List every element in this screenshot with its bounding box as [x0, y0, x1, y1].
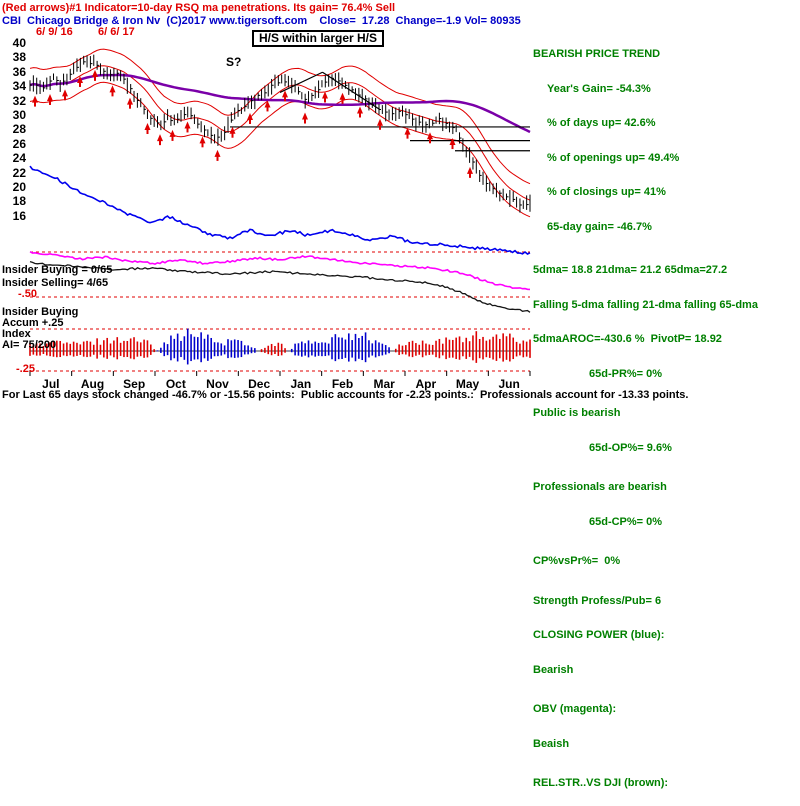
panel-dma-values: 5dma= 18.8 21dma= 21.2 65dma=27.2 [533, 264, 728, 276]
y-axis-label: 32 [12, 93, 26, 108]
y-axis-label: 24 [12, 151, 26, 166]
insider-selling-label: Insider Selling= 4/65 [2, 277, 109, 289]
chart-start-date: 6/ 9/ 16 [36, 26, 73, 38]
panel-relstr-heading: REL.STR..VS DJI (brown): [533, 777, 669, 789]
panel-pct-openings-up: % of openings up= 49.4% [547, 151, 680, 164]
price-chart-canvas [29, 48, 531, 376]
rsq-ma-bands [29, 48, 531, 218]
panel-closing-power-status: Bearish [533, 663, 574, 676]
accum-neg-scale-label: -.25 [16, 363, 35, 375]
y-axis-label: 26 [12, 136, 26, 151]
buy-signal-arrows [32, 69, 473, 178]
panel-pct-closings-up: % of closings up= 41% [547, 186, 666, 198]
x-axis-month-label: Jan [290, 377, 312, 391]
panel-65d-pr: 65d-PR%= 0% [589, 367, 663, 380]
y-axis-label: 28 [12, 122, 26, 137]
insider-buying-label: Insider Buying = 0/65 [2, 264, 113, 276]
y-axis-label: 36 [12, 64, 26, 79]
ma65-line [29, 73, 531, 134]
closing-power-line [29, 165, 531, 255]
panel-professional-sentiment: Professionals are bearish [533, 481, 667, 493]
indicator-header-line: (Red arrows)#1 Indicator=10-day RSQ ma p… [2, 2, 396, 14]
panel-dma-directions: Falling 5-dma falling 21-dma falling 65-… [533, 298, 758, 311]
y-axis-label: 40 [12, 36, 26, 50]
y-axis-label: 38 [12, 50, 26, 65]
accum-title-1: Insider Buying [2, 306, 79, 318]
panel-bearish-price-trend-heading: BEARISH PRICE TREND [533, 48, 661, 60]
panel-years-gain: Year's Gain= -54.3% [547, 82, 651, 95]
x-axis-month-label: Oct [165, 377, 186, 391]
y-axis-label: 18 [12, 194, 26, 209]
x-axis-month-label: Dec [248, 377, 271, 391]
panel-65day-gain: 65-day gain= -46.7% [547, 220, 652, 233]
y-axis-label: 16 [12, 208, 26, 223]
panel-65d-cp: 65d-CP%= 0% [589, 515, 663, 528]
title-bar: CBI Chicago Bridge & Iron Nv (C)2017 www… [2, 15, 521, 27]
panel-cp-vs-pr: CP%vsPr%= 0% [533, 555, 621, 567]
y-axis-label: 22 [12, 165, 26, 180]
y-axis-label: 30 [12, 108, 26, 122]
x-axis-month-label: Mar [373, 377, 395, 391]
x-axis-month-label: Aug [80, 377, 105, 391]
x-axis-month-label: Feb [331, 377, 354, 391]
panel-pct-days-up: % of days up= 42.6% [547, 117, 656, 129]
panel-obv-status: Beaish [533, 737, 570, 750]
accum-title-4: AI= 75/200 [2, 339, 57, 351]
accum-title-3: Index [2, 328, 31, 340]
daily-price-bars [29, 54, 531, 213]
obv-line [29, 250, 531, 291]
footer-summary: For Last 65 days stock changed -46.7% or… [2, 389, 689, 401]
accumulation-index-histogram [29, 328, 531, 365]
panel-strength-ratio: Strength Profess/Pub= 6 [533, 594, 662, 607]
panel-public-sentiment: Public is bearish [533, 407, 621, 419]
x-axis-month-label: Jun [498, 377, 520, 391]
x-axis-month-label: May [455, 377, 480, 391]
x-axis-month-label: Apr [415, 377, 437, 391]
analysis-panel: BEARISH PRICE TREND Year's Gain= -54.3% … [533, 26, 799, 806]
y-axis-label: 20 [12, 180, 26, 194]
chart-end-date: 6/ 6/ 17 [98, 26, 135, 38]
month-ticks [29, 371, 531, 376]
panel-obv-heading: OBV (magenta): [533, 703, 617, 715]
panel-closing-power-heading: CLOSING POWER (blue): [533, 629, 665, 641]
x-axis-month-label: Jul [42, 377, 60, 391]
rel-strength-line [29, 260, 531, 313]
cp-scale-label: -.50 [18, 288, 37, 300]
x-axis-month-label: Nov [206, 377, 229, 391]
x-axis-month-label: Sep [123, 377, 146, 391]
accum-title-2: Accum +.25 [2, 317, 64, 329]
annotation-left-shoulder: S? [226, 55, 242, 69]
panel-aroc-pivot: 5dmaAROC=-430.6 % PivotP= 18.92 [533, 333, 722, 345]
y-axis-label: 34 [12, 79, 26, 94]
panel-65d-op: 65d-OP%= 9.6% [589, 441, 672, 454]
annotation-hs-box: H/S within larger H/S [252, 30, 385, 48]
tigersoft-chart-window: { "header": { "indicator_line": "(Red ar… [2, 2, 758, 789]
